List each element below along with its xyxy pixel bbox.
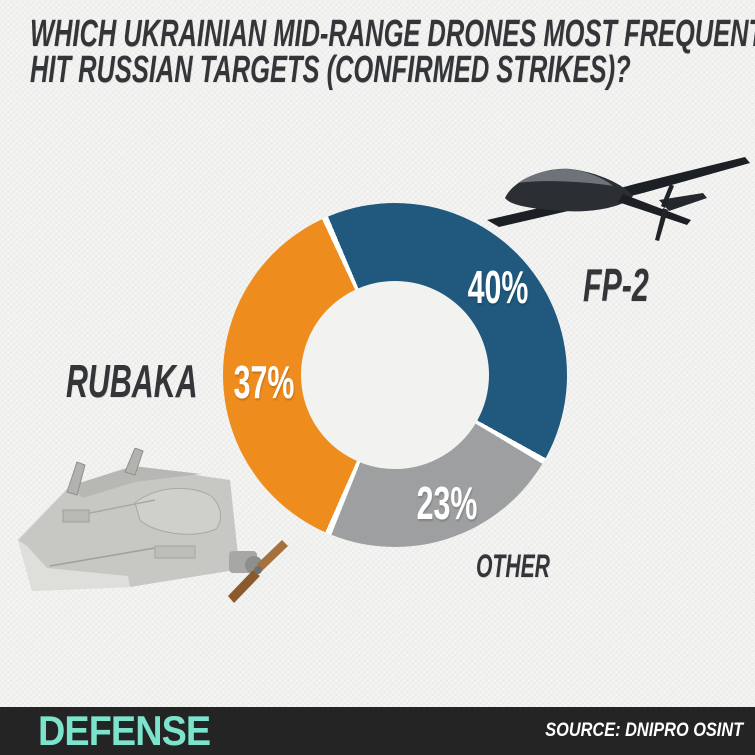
- rubaka-leading-edge-shade: [70, 466, 201, 498]
- rubaka-hatch-2: [154, 545, 196, 559]
- rubaka-wing-underside: [18, 540, 130, 591]
- fp2-drone-photo: [487, 157, 750, 241]
- rubaka-prop-blade-upper: [257, 540, 288, 571]
- slice-label-fp2-pct: 40%: [467, 261, 529, 313]
- footer-bar: DEFENSE SOURCE: DNIPRO OSINT: [0, 707, 755, 755]
- brand-logo-text: DEFENSE: [38, 707, 211, 754]
- slice-label-rubaka-pct: 37%: [233, 356, 295, 408]
- rubaka-prop-blade-lower: [228, 570, 260, 603]
- rubaka-drone-photo: [18, 448, 288, 603]
- rubaka-panel-line-1: [49, 547, 156, 567]
- page-title: WHICH UKRAINIAN MID-RANGE DRONES MOST FR…: [30, 13, 755, 91]
- rubaka-fin-left: [66, 461, 86, 496]
- fp2-prop-blade-lower: [655, 208, 668, 241]
- donut-hole: [301, 281, 489, 469]
- slice-label-other-pct: 23%: [416, 477, 478, 529]
- segment-name-rubaka: RUBAKA: [66, 355, 198, 407]
- fp2-prop-blade-upper: [661, 184, 674, 208]
- rubaka-fin-right: [124, 448, 144, 476]
- fp2-tail-fin: [659, 193, 707, 211]
- source-credit: SOURCE: DNIPRO OSINT: [545, 720, 743, 741]
- fp2-fuselage-highlight: [518, 169, 613, 186]
- rubaka-hatch-1: [62, 509, 90, 523]
- title-line-2: HIT RUSSIAN TARGETS (CONFIRMED STRIKES)?: [30, 49, 631, 91]
- rubaka-center-body: [134, 487, 222, 535]
- fp2-tail-boom: [618, 194, 691, 225]
- donut-chart: [223, 203, 567, 547]
- segment-name-other: OTHER: [476, 548, 550, 584]
- title-line-1: WHICH UKRAINIAN MID-RANGE DRONES MOST FR…: [30, 13, 755, 55]
- segment-name-fp2: FP-2: [583, 259, 649, 311]
- rubaka-prop-hub: [254, 566, 262, 574]
